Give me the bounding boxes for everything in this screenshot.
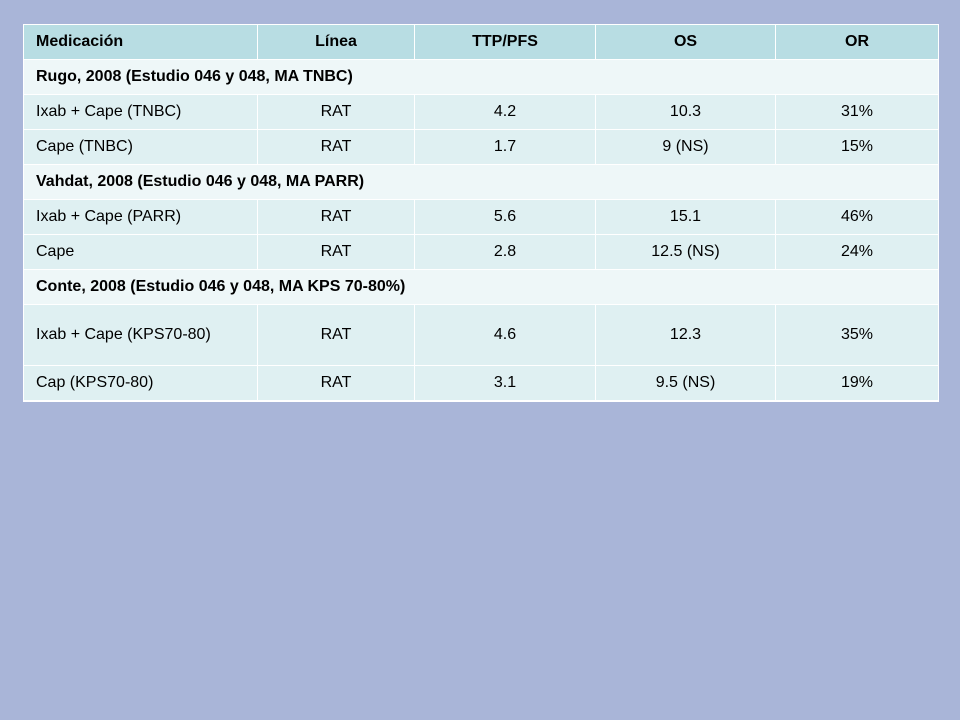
cell-or: 24% [775,234,939,270]
header-ttp-pfs: TTP/PFS [414,24,596,60]
cell-or: 46% [775,199,939,235]
cell-medicacion: Cape [23,234,258,270]
header-medicacion: Medicación [23,24,258,60]
cell-os: 9 (NS) [595,129,776,165]
results-table: Medicación Línea TTP/PFS OS OR Rugo, 200… [23,24,939,402]
cell-os: 10.3 [595,94,776,130]
cell-medicacion: Cap (KPS70-80) [23,365,258,402]
cell-medicacion: Ixab + Cape (KPS70-80) [23,304,258,366]
table-row: Cape RAT 2.8 12.5 (NS) 24% [23,234,939,270]
group-title: Conte, 2008 (Estudio 046 y 048, MA KPS 7… [23,269,939,305]
cell-medicacion: Ixab + Cape (PARR) [23,199,258,235]
group-row-conte: Conte, 2008 (Estudio 046 y 048, MA KPS 7… [23,269,939,305]
cell-linea: RAT [257,199,415,235]
cell-os: 9.5 (NS) [595,365,776,402]
table-row: Cap (KPS70-80) RAT 3.1 9.5 (NS) 19% [23,365,939,402]
group-title: Vahdat, 2008 (Estudio 046 y 048, MA PARR… [23,164,939,200]
group-row-vahdat: Vahdat, 2008 (Estudio 046 y 048, MA PARR… [23,164,939,200]
table-row: Cape (TNBC) RAT 1.7 9 (NS) 15% [23,129,939,165]
header-row: Medicación Línea TTP/PFS OS OR [23,24,939,60]
cell-os: 15.1 [595,199,776,235]
cell-or: 15% [775,129,939,165]
cell-linea: RAT [257,365,415,402]
table-row: Ixab + Cape (KPS70-80) RAT 4.6 12.3 35% [23,304,939,366]
cell-medicacion: Ixab + Cape (TNBC) [23,94,258,130]
header-or: OR [775,24,939,60]
cell-linea: RAT [257,94,415,130]
cell-os: 12.5 (NS) [595,234,776,270]
cell-or: 35% [775,304,939,366]
cell-ttp-pfs: 4.6 [414,304,596,366]
table-row: Ixab + Cape (TNBC) RAT 4.2 10.3 31% [23,94,939,130]
cell-or: 19% [775,365,939,402]
cell-ttp-pfs: 3.1 [414,365,596,402]
cell-ttp-pfs: 4.2 [414,94,596,130]
cell-linea: RAT [257,129,415,165]
group-row-rugo: Rugo, 2008 (Estudio 046 y 048, MA TNBC) [23,59,939,95]
cell-ttp-pfs: 5.6 [414,199,596,235]
cell-linea: RAT [257,234,415,270]
header-os: OS [595,24,776,60]
table-row: Ixab + Cape (PARR) RAT 5.6 15.1 46% [23,199,939,235]
cell-ttp-pfs: 1.7 [414,129,596,165]
cell-ttp-pfs: 2.8 [414,234,596,270]
header-linea: Línea [257,24,415,60]
cell-or: 31% [775,94,939,130]
group-title: Rugo, 2008 (Estudio 046 y 048, MA TNBC) [23,59,939,95]
cell-medicacion: Cape (TNBC) [23,129,258,165]
cell-os: 12.3 [595,304,776,366]
cell-linea: RAT [257,304,415,366]
results-table-container: Medicación Línea TTP/PFS OS OR Rugo, 200… [23,24,939,402]
